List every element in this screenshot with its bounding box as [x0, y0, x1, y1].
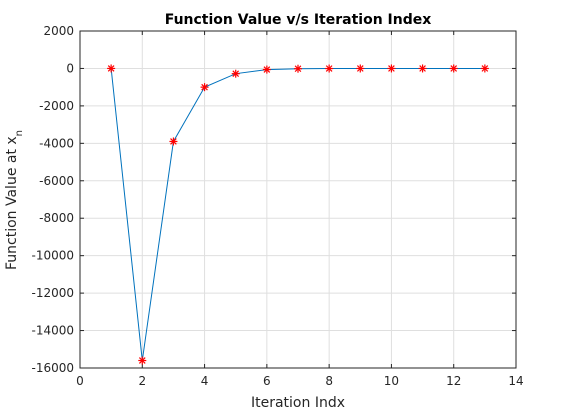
- x-tick-label: 10: [384, 374, 399, 388]
- marker-stroke: [138, 357, 146, 364]
- y-tick-label: -12000: [31, 286, 74, 300]
- marker-stroke: [201, 83, 208, 91]
- x-tick-label: 8: [325, 374, 333, 388]
- y-tick-label: -14000: [31, 324, 74, 338]
- x-tick-labels: 0 2 4 6 8 10 12 14: [76, 374, 523, 388]
- data-point: [262, 65, 271, 74]
- data-point: [480, 64, 489, 73]
- data-point: [169, 137, 178, 146]
- y-axis-label: Function Value at xn: [4, 130, 25, 270]
- x-tick-label: 12: [446, 374, 461, 388]
- y-tick-label: -6000: [39, 174, 74, 188]
- marker-stroke: [107, 65, 115, 72]
- x-tick-label: 2: [138, 374, 146, 388]
- y-tick-label: -4000: [39, 136, 74, 150]
- data-point: [325, 64, 334, 73]
- y-tick-label: -8000: [39, 211, 74, 225]
- x-axis-label: Iteration Indx: [251, 395, 345, 411]
- marker-stroke: [263, 66, 271, 73]
- data-point: [356, 64, 365, 73]
- marker-stroke: [325, 65, 333, 72]
- data-point: [200, 83, 209, 92]
- marker-stroke: [388, 65, 395, 72]
- data-point: [387, 64, 396, 73]
- data-point: [418, 64, 427, 73]
- x-tick-label: 0: [76, 374, 84, 388]
- y-axis-label-main: Function Value at x: [4, 136, 20, 270]
- marker-stroke: [419, 65, 426, 72]
- x-tick-label: 6: [263, 374, 271, 388]
- y-tick-label: -10000: [31, 249, 74, 263]
- marker-stroke: [170, 138, 177, 145]
- plot-area: [79, 30, 517, 369]
- y-tick-label: 0: [66, 61, 74, 75]
- chart-title: Function Value v/s Iteration Index: [165, 12, 432, 28]
- data-point: [294, 64, 302, 73]
- y-tick-label: -2000: [39, 99, 74, 113]
- data-point: [107, 64, 116, 73]
- data-point: [231, 69, 240, 78]
- x-tick-label: 14: [508, 374, 523, 388]
- markers: [107, 64, 489, 365]
- y-tick-labels: -16000 -14000 -12000 -10000 -8000 -6000 -4000 -…: [31, 24, 74, 375]
- y-tick-label: -16000: [31, 361, 74, 375]
- axis-ticks: [79, 30, 517, 369]
- marker-stroke: [356, 65, 364, 72]
- marker-stroke: [481, 65, 489, 72]
- marker-stroke: [450, 65, 458, 72]
- x-tick-label: 4: [201, 374, 209, 388]
- data-point: [138, 356, 147, 365]
- marker-stroke: [232, 70, 240, 78]
- data-point: [449, 64, 458, 73]
- y-axis-label-subscript: n: [14, 130, 25, 136]
- y-tick-label: 2000: [43, 24, 74, 38]
- marker-stroke: [294, 65, 302, 73]
